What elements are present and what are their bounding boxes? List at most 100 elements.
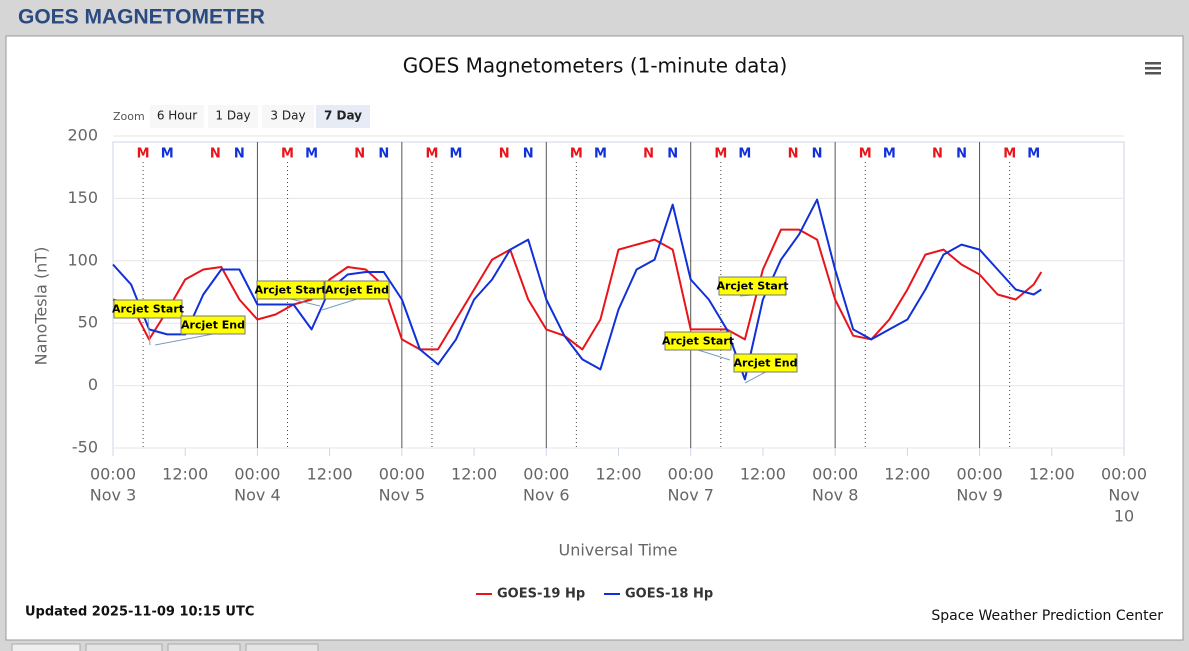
zoom-button[interactable] (150, 105, 204, 128)
chart-title: GOES Magnetometers (1-minute data) (403, 54, 788, 78)
annotation-label: Arcjet Start (716, 280, 788, 293)
marker-label: M (859, 147, 872, 162)
marker-label: M (305, 147, 318, 162)
credit: Space Weather Prediction Center (931, 608, 1163, 624)
marker-label: M (594, 147, 607, 162)
x-tick-label: Nov 8 (812, 486, 859, 505)
x-tick-label: Nov 6 (523, 486, 570, 505)
annotation-box (256, 280, 325, 300)
marker-label: N (956, 147, 967, 162)
panel (5, 35, 1184, 641)
x-tick-label: 12:00 (884, 465, 930, 484)
updated: Updated 2025-11-09 10:15 UTC (25, 605, 254, 620)
x-tick-label: 10 (1114, 507, 1134, 526)
annotation-connector (154, 333, 214, 346)
x-tick-label: Nov 3 (90, 486, 137, 505)
zoom-button-label[interactable]: 1 Day (215, 109, 250, 123)
series-line (112, 198, 1042, 381)
marker-label: N (932, 147, 943, 162)
annotation-connector (744, 371, 766, 384)
x-tick-label: Nov 5 (379, 486, 426, 505)
y-tick-label: 50 (78, 313, 98, 332)
zoom-button[interactable] (208, 105, 258, 128)
x-tick-label: 00:00 (379, 465, 425, 484)
zoom-button-label[interactable]: 3 Day (270, 109, 305, 123)
annotation-label: Arcjet Start (112, 303, 184, 316)
tab[interactable] (85, 643, 163, 651)
x-tick-label: 00:00 (1101, 465, 1147, 484)
x-tick-label: 12:00 (595, 465, 641, 484)
marker-label: N (523, 147, 534, 162)
legend-label[interactable]: GOES-18 Hp (625, 587, 713, 602)
zoom-button-label[interactable]: 6 Hour (157, 109, 197, 123)
marker-label: N (788, 147, 799, 162)
marker-label: M (714, 147, 727, 162)
annotation-connector (147, 317, 151, 346)
y-tick-label: 0 (88, 375, 98, 394)
y-axis-label: NanoTesla (nT) (32, 247, 51, 366)
x-tick-label: 00:00 (234, 465, 280, 484)
tab[interactable] (11, 643, 81, 651)
annotation-label: Arcjet End (325, 284, 389, 297)
annotation-box (664, 331, 732, 351)
x-tick-label: 00:00 (90, 465, 136, 484)
marker-label: N (499, 147, 510, 162)
x-tick-label: 00:00 (812, 465, 858, 484)
marker-label: N (643, 147, 654, 162)
marker-label: M (281, 147, 294, 162)
legend-label[interactable]: GOES-19 Hp (497, 587, 585, 602)
zoom-label: Zoom (113, 110, 145, 123)
marker-label: M (137, 147, 150, 162)
annotation-box (113, 299, 183, 319)
zoom-button[interactable] (316, 105, 370, 128)
marker-label: M (1027, 147, 1040, 162)
tab[interactable] (245, 643, 319, 651)
x-tick-label: Nov 4 (234, 486, 281, 505)
marker-label: M (425, 147, 438, 162)
series-line (112, 228, 1043, 351)
marker-label: M (450, 147, 463, 162)
x-tick-label: Nov (1108, 486, 1139, 505)
annotation-box (180, 315, 246, 335)
annotation-connector (290, 298, 321, 307)
marker-label: N (210, 147, 221, 162)
x-axis-label: Universal Time (558, 541, 677, 560)
marker-label: N (234, 147, 245, 162)
marker-label: M (570, 147, 583, 162)
marker-label: M (161, 147, 174, 162)
x-tick-label: 12:00 (307, 465, 353, 484)
marker-label: N (667, 147, 678, 162)
y-tick-label: 150 (67, 188, 98, 207)
x-tick-label: 00:00 (957, 465, 1003, 484)
zoom-button[interactable] (262, 105, 314, 128)
annotation-box (718, 276, 787, 296)
y-tick-label: -50 (72, 438, 98, 457)
annotation-connector (321, 298, 358, 311)
y-tick-label: 100 (67, 250, 98, 269)
annotation-connector (697, 349, 731, 361)
annotation-label: Arcjet End (734, 357, 798, 370)
marker-label: M (738, 147, 751, 162)
marker-label: N (812, 147, 823, 162)
annotation-label: Arcjet Start (662, 335, 734, 348)
y-tick-label: 200 (67, 126, 98, 145)
x-tick-label: 12:00 (451, 465, 497, 484)
annotation-box (324, 280, 390, 300)
x-tick-label: 00:00 (523, 465, 569, 484)
annotation-box (733, 353, 798, 373)
x-tick-label: 12:00 (1029, 465, 1075, 484)
annotation-label: Arcjet Start (254, 284, 326, 297)
annotation-label: Arcjet End (181, 319, 245, 332)
x-tick-label: 00:00 (668, 465, 714, 484)
x-tick-label: Nov 9 (956, 486, 1003, 505)
marker-label: M (1003, 147, 1016, 162)
marker-label: N (354, 147, 365, 162)
menu-icon[interactable] (1145, 62, 1161, 75)
x-tick-label: 12:00 (740, 465, 786, 484)
tab[interactable] (167, 643, 241, 651)
marker-label: N (378, 147, 389, 162)
x-tick-label: 12:00 (162, 465, 208, 484)
zoom-button-label[interactable]: 7 Day (324, 109, 362, 123)
